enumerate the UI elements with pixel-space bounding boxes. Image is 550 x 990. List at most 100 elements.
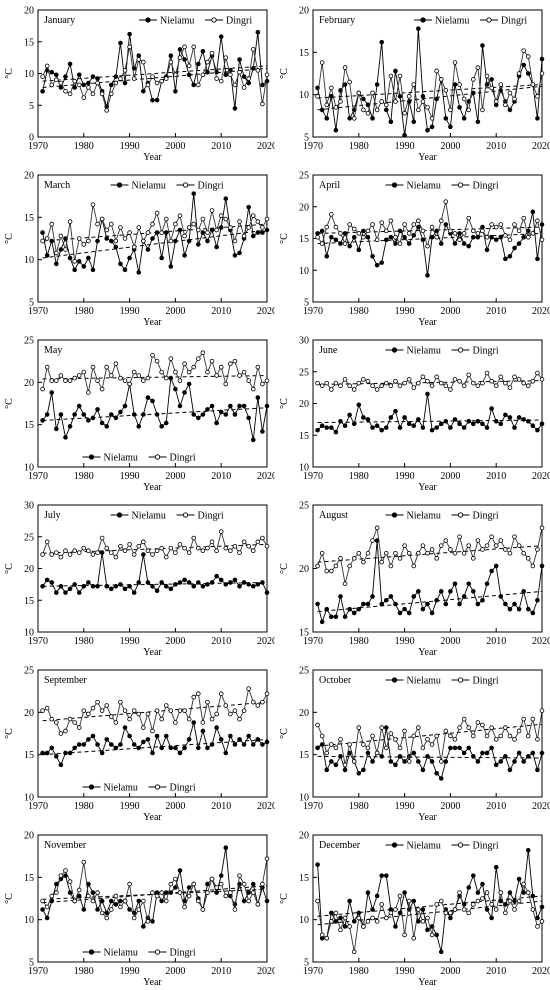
x-tick-label: 1990 <box>395 966 415 977</box>
point-nielamu <box>315 601 320 607</box>
point-dingri <box>232 238 238 244</box>
point-nielamu <box>90 267 96 273</box>
point-dingri <box>429 224 435 230</box>
point-nielamu <box>104 236 109 241</box>
point-nielamu <box>72 582 77 587</box>
point-dingri <box>76 236 82 241</box>
point-nielamu <box>484 750 490 756</box>
x-tick-label: 2010 <box>211 141 231 152</box>
point-nielamu <box>434 770 439 776</box>
point-nielamu <box>49 69 55 75</box>
point-nielamu <box>159 255 164 261</box>
point-dingri <box>416 380 421 386</box>
point-dingri <box>99 708 105 713</box>
point-nielamu <box>232 577 238 583</box>
point-nielamu <box>530 893 536 899</box>
point-dingri <box>108 907 114 912</box>
y-tick-label: 15 <box>299 431 309 442</box>
x-axis-label: Year <box>418 977 437 988</box>
chart-svg-november: 5 10 15 20 1970 1980 1990 2000 2010 2020 Year °C Nov… <box>4 831 275 989</box>
point-dingri <box>402 543 407 548</box>
series-line-dingri <box>42 45 268 112</box>
point-dingri <box>425 737 430 742</box>
point-nielamu <box>329 910 334 916</box>
plot-frame <box>37 669 268 798</box>
point-nielamu <box>416 224 421 230</box>
point-nielamu <box>154 412 160 417</box>
point-nielamu <box>186 238 192 244</box>
point-dingri <box>379 99 384 104</box>
point-nielamu <box>507 890 513 895</box>
x-axis-label: Year <box>143 152 162 163</box>
point-dingri <box>530 231 536 236</box>
point-dingri <box>402 932 407 938</box>
legend-label-dingri: Dingri <box>170 783 196 794</box>
point-nielamu <box>182 390 187 395</box>
point-nielamu <box>370 759 375 764</box>
point-nielamu <box>420 606 426 612</box>
point-nielamu <box>154 588 160 594</box>
point-dingri <box>406 231 412 236</box>
point-dingri <box>383 380 389 386</box>
point-dingri <box>228 711 233 717</box>
point-dingri <box>76 373 82 378</box>
point-nielamu <box>480 597 485 603</box>
point-dingri <box>200 216 206 222</box>
point-nielamu <box>108 238 114 244</box>
point-dingri <box>159 230 164 235</box>
point-nielamu <box>333 762 339 768</box>
point-dingri <box>159 78 164 84</box>
point-dingri <box>49 893 55 899</box>
point-dingri <box>457 378 462 384</box>
point-dingri <box>475 231 481 236</box>
point-dingri <box>168 545 174 551</box>
x-tick-label: 2010 <box>211 966 231 977</box>
x-tick-label: 2010 <box>486 471 506 482</box>
point-dingri <box>250 386 256 392</box>
point-nielamu <box>113 244 119 250</box>
point-nielamu <box>191 720 197 725</box>
point-nielamu <box>438 241 444 246</box>
point-nielamu <box>356 402 362 408</box>
point-nielamu <box>493 418 499 424</box>
point-nielamu <box>200 583 206 589</box>
point-dingri <box>246 543 251 549</box>
point-nielamu <box>521 62 526 68</box>
point-nielamu <box>448 425 453 430</box>
point-dingri <box>516 377 522 382</box>
point-nielamu <box>425 927 430 933</box>
x-tick-label: 2010 <box>211 471 231 482</box>
point-dingri <box>475 720 481 725</box>
point-dingri <box>186 550 192 555</box>
point-dingri <box>131 915 137 921</box>
point-dingri <box>484 890 490 895</box>
plot-frame <box>312 669 543 798</box>
point-dingri <box>530 563 536 569</box>
point-nielamu <box>118 898 123 904</box>
point-nielamu <box>264 227 270 233</box>
point-dingri <box>81 859 87 865</box>
point-dingri <box>141 539 146 545</box>
point-dingri <box>99 535 105 541</box>
point-nielamu <box>246 733 251 739</box>
point-nielamu <box>448 915 453 921</box>
point-dingri <box>438 380 444 386</box>
point-dingri <box>205 230 210 235</box>
point-dingri <box>136 57 142 62</box>
point-dingri <box>177 542 183 547</box>
point-dingri <box>131 552 137 557</box>
x-tick-label: 1970 <box>303 966 323 977</box>
legend-marker-nielamu <box>420 17 426 23</box>
legend-marker-dingri <box>486 17 492 23</box>
point-nielamu <box>191 412 197 417</box>
point-nielamu <box>521 759 526 764</box>
point-nielamu <box>150 919 155 924</box>
x-axis-label: Year <box>418 482 437 493</box>
point-dingri <box>196 545 201 551</box>
legend-label-dingri: Dingri <box>473 511 499 522</box>
legend-marker-nielamu <box>145 17 151 23</box>
point-dingri <box>416 218 421 224</box>
point-nielamu <box>76 72 82 78</box>
point-dingri <box>512 534 517 540</box>
point-nielamu <box>416 26 421 31</box>
